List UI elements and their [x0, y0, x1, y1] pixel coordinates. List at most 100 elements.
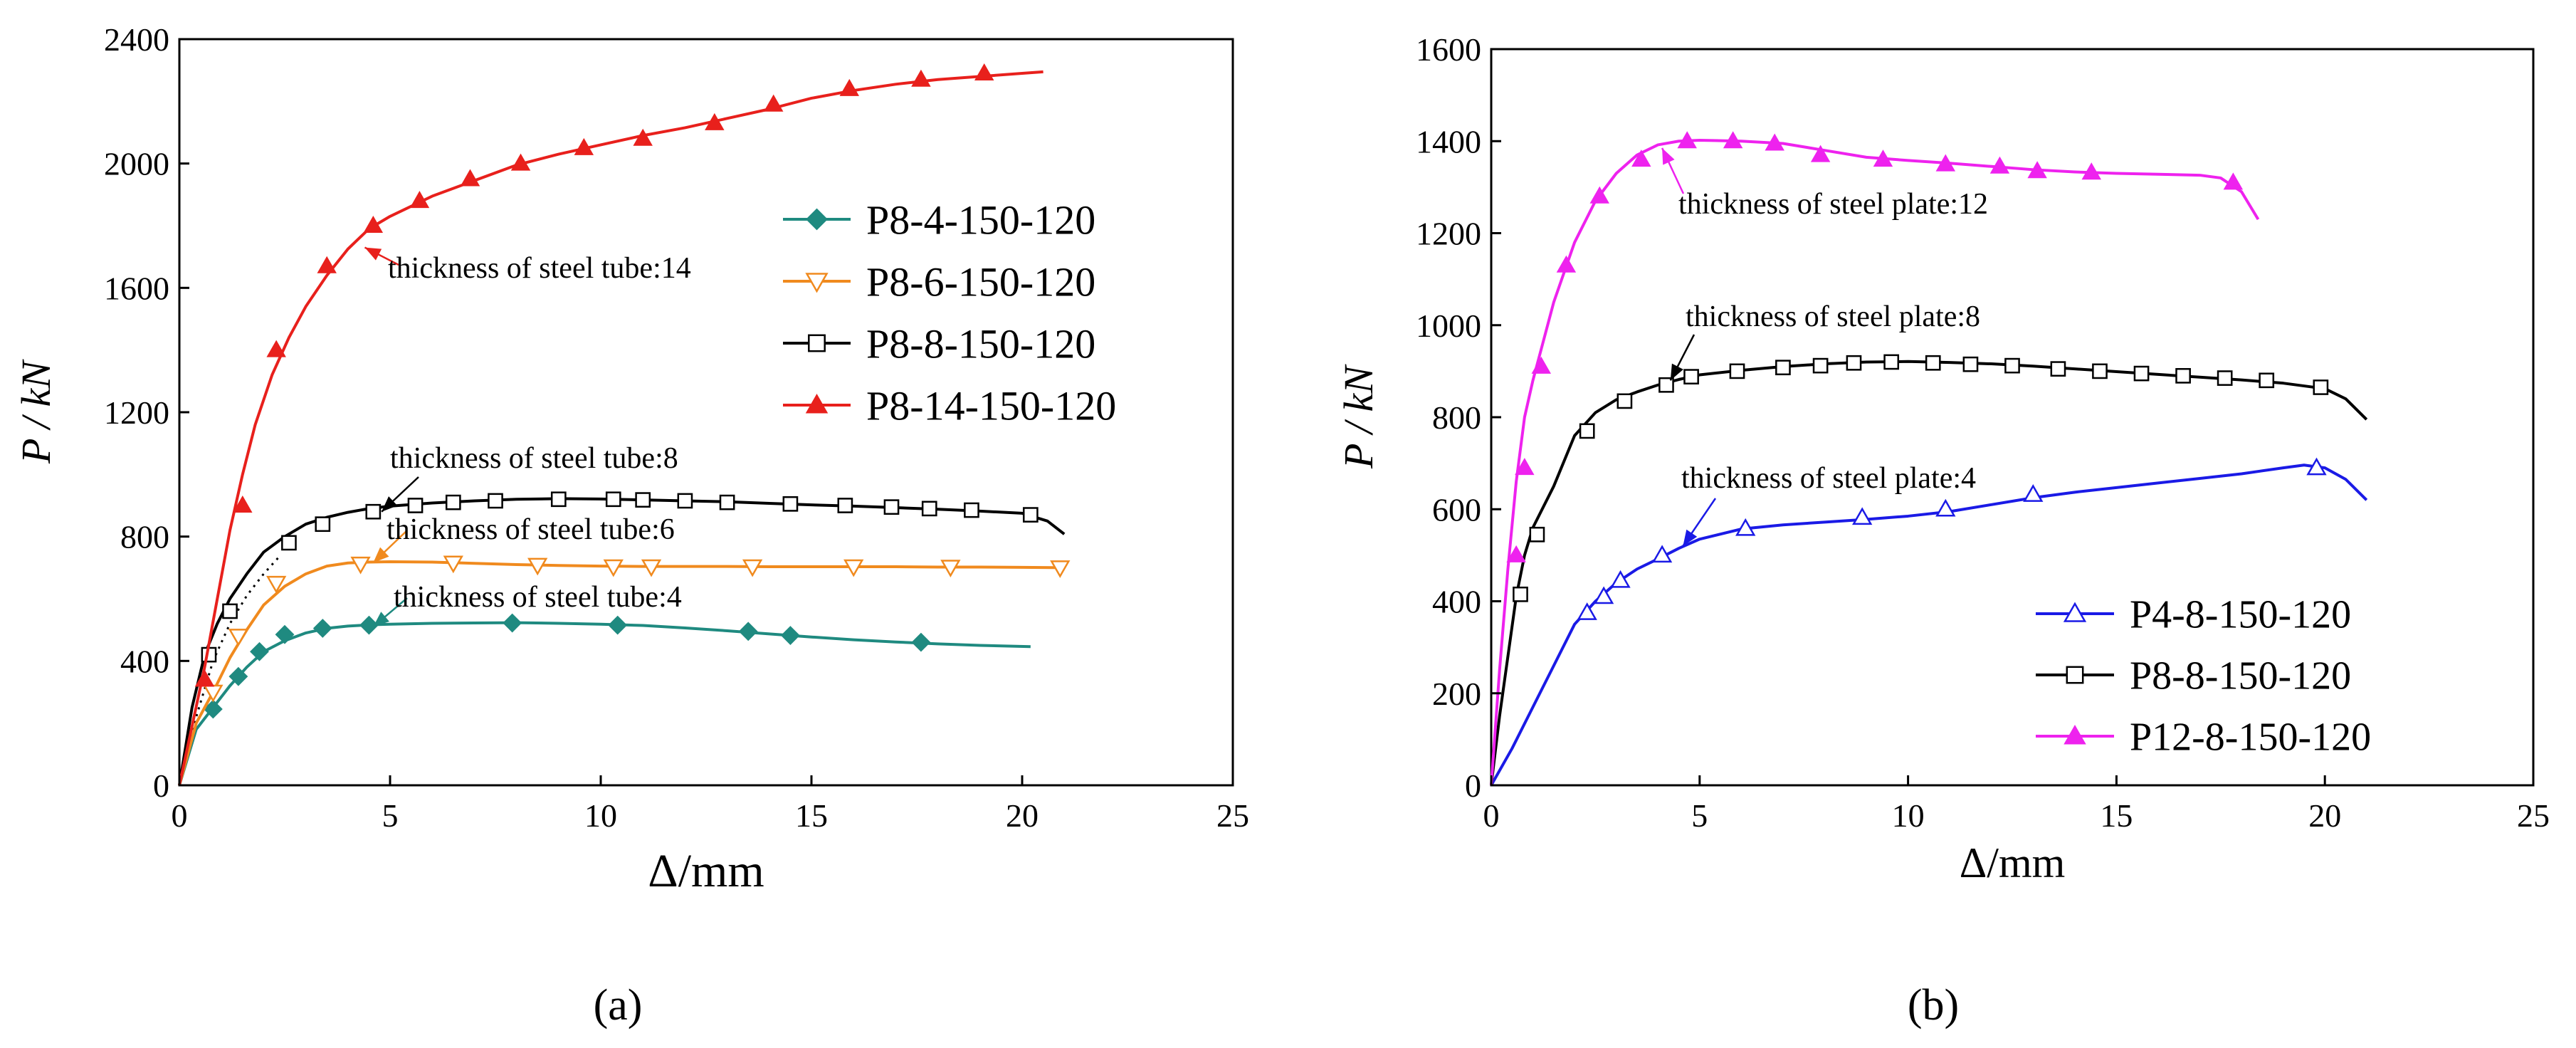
data-point-p8-4-150-120 [275, 624, 295, 644]
data-point-p12-8-150-120 [2223, 172, 2244, 190]
data-point-p8-14-150-120 [409, 191, 430, 209]
data-point-p8-8-150-120 [1658, 377, 1674, 393]
y-tick-label: 800 [1432, 399, 1481, 436]
data-point-p8-14-150-120 [510, 153, 531, 171]
y-tick-label: 0 [1465, 767, 1481, 804]
annotation-label: thickness of steel tube:8 [390, 442, 678, 475]
data-point-p8-14-150-120 [233, 495, 253, 513]
data-point-p8-8-150-120 [921, 501, 937, 517]
annotation-arrowhead [373, 547, 389, 563]
data-point-p8-8-150-120 [2004, 357, 2020, 374]
legend-label-p8-14-150-120: P8-14-150-120 [866, 382, 1116, 429]
x-tick-label: 5 [1691, 797, 1708, 834]
annotation-label: thickness of steel plate:8 [1686, 300, 1980, 333]
data-point-p8-8-150-120 [1022, 507, 1039, 523]
annotation-arrowhead [382, 496, 398, 512]
data-point-p8-14-150-120 [763, 94, 784, 112]
x-tick-label: 15 [2100, 797, 2133, 834]
data-point-p8-6-150-120 [603, 559, 624, 577]
y-tick-label: 1200 [1416, 216, 1481, 252]
data-point-p8-6-150-120 [228, 629, 249, 646]
data-point-p8-6-150-120 [443, 555, 463, 574]
x-axis-label-a: Δ/mm [648, 845, 764, 897]
y-tick-label: 1600 [1416, 31, 1481, 68]
x-tick-label: 5 [382, 797, 399, 834]
x-tick-label: 20 [1006, 797, 1039, 834]
y-tick-label: 200 [1432, 676, 1481, 712]
data-point-p8-8-150-120 [2217, 370, 2233, 386]
legend-marker-p4-8-150-120 [2063, 602, 2087, 622]
data-point-p8-14-150-120 [363, 215, 384, 233]
data-point-p4-8-150-120 [1735, 518, 1756, 536]
legend-marker-p8-8-150-120 [808, 334, 826, 352]
y-tick-label: 400 [1432, 584, 1481, 620]
x-tick-label: 0 [1483, 797, 1500, 834]
y-axis-label-b: P / kN [1335, 364, 1382, 469]
data-point-p8-6-150-120 [350, 556, 371, 575]
legend-marker-p8-8-150-120 [2066, 666, 2084, 684]
data-point-p12-8-150-120 [1631, 150, 1651, 167]
data-point-p8-8-150-120 [1812, 357, 1829, 374]
data-point-p8-14-150-120 [633, 128, 653, 146]
data-point-p4-8-150-120 [2023, 484, 2044, 502]
data-point-p8-4-150-120 [228, 666, 248, 686]
x-tick-label: 10 [1892, 797, 1925, 834]
y-tick-label: 2400 [104, 21, 169, 58]
data-point-p12-8-150-120 [1810, 145, 1831, 162]
data-point-p8-6-150-120 [742, 559, 763, 577]
data-point-p8-8-150-120 [488, 493, 503, 509]
y-tick-label: 2000 [104, 146, 169, 182]
data-point-p8-8-150-120 [445, 494, 461, 510]
x-tick-label: 25 [2517, 797, 2550, 834]
data-point-p8-8-150-120 [883, 499, 900, 515]
data-point-p8-8-150-120 [605, 491, 621, 508]
annotation-label: thickness of steel plate:12 [1678, 188, 1988, 221]
plot-area-b [1490, 131, 2368, 786]
data-point-p8-4-150-120 [608, 615, 628, 635]
annotation-arrowhead [1683, 529, 1698, 546]
legend-label-p8-6-150-120: P8-6-150-120 [866, 258, 1095, 305]
series-line-p12-8-150-120 [1490, 138, 2260, 786]
data-point-p12-8-150-120 [1989, 156, 2010, 174]
data-point-p8-8-150-120 [2133, 365, 2150, 382]
data-point-p12-8-150-120 [2027, 161, 2047, 179]
legend-marker-p8-14-150-120 [805, 393, 829, 414]
data-point-p8-14-150-120 [460, 169, 480, 187]
annotation-arrowhead [373, 612, 389, 627]
data-point-p8-4-150-120 [359, 615, 379, 635]
data-point-p8-8-150-120 [1775, 360, 1791, 376]
data-point-p8-8-150-120 [315, 516, 331, 533]
data-point-p8-8-150-120 [2259, 372, 2275, 389]
data-point-p12-8-150-120 [1723, 131, 1743, 149]
legend-marker-p8-6-150-120 [805, 273, 829, 293]
data-point-p8-6-150-120 [843, 559, 864, 577]
data-point-p8-8-150-120 [1729, 363, 1745, 379]
data-point-p8-8-150-120 [2175, 367, 2191, 384]
legend-marker-p8-4-150-120 [806, 208, 828, 231]
data-point-p12-8-150-120 [1765, 133, 1784, 151]
annotation-arrowhead [1662, 147, 1675, 165]
data-point-p12-8-150-120 [1515, 458, 1535, 476]
data-point-p8-14-150-120 [317, 256, 337, 273]
data-point-p8-6-150-120 [266, 575, 287, 594]
data-point-p8-8-150-120 [677, 493, 693, 509]
y-tick-label: 1200 [104, 394, 169, 431]
annotation-label: thickness of steel tube:4 [394, 581, 682, 614]
data-point-p8-8-150-120 [837, 498, 853, 513]
data-point-p12-8-150-120 [1589, 186, 1609, 204]
x-tick-label: 20 [2308, 797, 2341, 834]
data-point-p8-14-150-120 [266, 340, 286, 357]
data-point-p8-8-150-120 [222, 603, 238, 619]
x-axis-label-b: Δ/mm [1960, 839, 2066, 886]
data-point-p8-8-150-120 [407, 498, 424, 513]
data-point-p8-4-150-120 [203, 699, 223, 719]
data-point-p12-8-150-120 [1556, 255, 1577, 273]
data-point-p8-8-150-120 [1616, 393, 1633, 409]
plot-area-a [178, 63, 1071, 786]
panel-a: 0 5 10 15 20 25 0 400 800 1200 1600 2000 2400 thickn… [13, 21, 1249, 1029]
annotation-label: thickness of steel tube:14 [388, 252, 691, 285]
data-point-p8-4-150-120 [503, 613, 522, 633]
data-point-p4-8-150-120 [1610, 570, 1631, 588]
annotation-label: thickness of steel plate:4 [1681, 462, 1976, 495]
data-point-p4-8-150-120 [1651, 545, 1673, 563]
